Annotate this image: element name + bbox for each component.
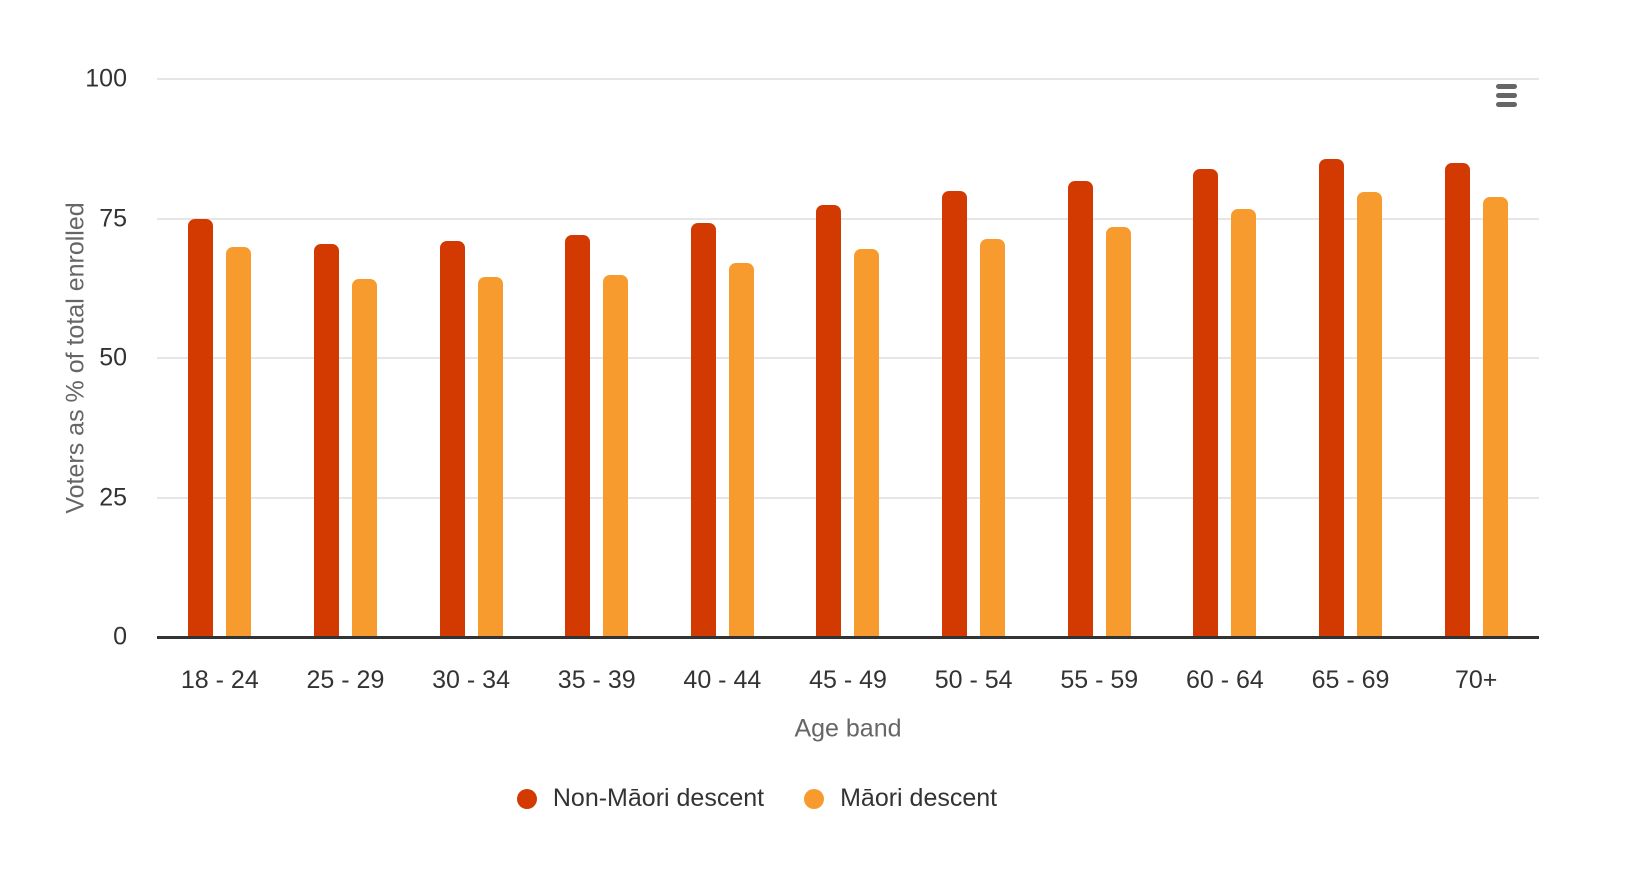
bar-maori-descent[interactable] bbox=[980, 239, 1006, 637]
bar-maori-descent[interactable] bbox=[1105, 226, 1131, 637]
legend-marker-circle-icon bbox=[804, 788, 825, 809]
bar-group bbox=[157, 79, 283, 637]
bar-group bbox=[785, 79, 911, 637]
bar-non-maori-descent[interactable] bbox=[816, 204, 842, 637]
bar-group bbox=[660, 79, 786, 637]
x-axis-tick-label: 60 - 64 bbox=[1185, 666, 1264, 694]
bar-maori-descent[interactable] bbox=[603, 274, 629, 637]
x-axis-tick-label: 18 - 24 bbox=[180, 666, 259, 694]
x-axis-tick-label: 50 - 54 bbox=[934, 666, 1013, 694]
gridline bbox=[157, 496, 1539, 499]
legend-item-label: Māori descent bbox=[840, 784, 998, 812]
plot-area bbox=[157, 78, 1539, 639]
hamburger-menu-icon[interactable] bbox=[1496, 84, 1517, 107]
legend-item[interactable]: Non-Māori descent bbox=[516, 784, 765, 813]
hamburger-bar bbox=[1496, 84, 1517, 89]
y-axis-tick-label: 100 bbox=[85, 64, 127, 93]
y-axis-tick-label: 25 bbox=[99, 483, 127, 511]
hamburger-bar bbox=[1496, 102, 1517, 107]
x-axis-tick-label: 25 - 29 bbox=[306, 666, 385, 694]
x-axis: 18 - 24 25 - 29 30 - 34 35 - 39 40 - 44 45 - … bbox=[157, 668, 1539, 698]
bar-maori-descent[interactable] bbox=[1231, 209, 1257, 637]
bars-layer bbox=[157, 79, 1539, 637]
y-axis-tick-label: 0 bbox=[113, 622, 127, 651]
bar-maori-descent[interactable] bbox=[226, 246, 252, 637]
bar-group bbox=[1036, 79, 1162, 637]
bar-non-maori-descent[interactable] bbox=[942, 191, 968, 637]
bar-group bbox=[534, 79, 660, 637]
grid-layer bbox=[157, 78, 1539, 637]
bar-maori-descent[interactable] bbox=[1357, 192, 1383, 637]
bar-non-maori-descent[interactable] bbox=[1444, 163, 1470, 637]
bar-non-maori-descent[interactable] bbox=[565, 234, 591, 637]
bar-non-maori-descent[interactable] bbox=[1067, 181, 1093, 637]
bar-non-maori-descent[interactable] bbox=[313, 244, 339, 637]
x-axis-tick-label: 55 - 59 bbox=[1060, 666, 1139, 694]
bar-non-maori-descent[interactable] bbox=[690, 222, 716, 637]
gridline bbox=[157, 357, 1539, 359]
y-axis-tick-label: 50 bbox=[99, 343, 127, 372]
legend-item[interactable]: Māori descent bbox=[804, 784, 997, 813]
x-axis-title: Age band bbox=[794, 714, 902, 743]
legend-item-label: Non-Māori descent bbox=[552, 784, 765, 812]
x-axis-tick-label: 65 - 69 bbox=[1311, 666, 1390, 694]
bar-group bbox=[1413, 79, 1539, 637]
gridline bbox=[157, 217, 1539, 220]
bar-maori-descent[interactable] bbox=[1482, 197, 1508, 637]
bar-non-maori-descent[interactable] bbox=[439, 241, 465, 637]
bar-non-maori-descent[interactable] bbox=[188, 219, 214, 637]
x-axis-tick-label: 70+ bbox=[1454, 666, 1498, 694]
x-axis-tick-label: 35 - 39 bbox=[557, 666, 636, 694]
bar-group bbox=[408, 79, 534, 637]
gridline bbox=[157, 78, 1539, 80]
legend: Non-Māori descent Māori descent bbox=[0, 784, 1514, 813]
x-axis-tick-label: 40 - 44 bbox=[683, 666, 762, 694]
y-axis: 0 25 50 75 100 bbox=[0, 66, 127, 649]
bar-group bbox=[283, 79, 409, 637]
y-axis-tick-label: 75 bbox=[99, 204, 127, 232]
bar-maori-descent[interactable] bbox=[728, 263, 754, 637]
bar-group bbox=[911, 79, 1037, 637]
bar-maori-descent[interactable] bbox=[477, 276, 503, 637]
legend-marker-circle-icon bbox=[516, 788, 537, 809]
bar-non-maori-descent[interactable] bbox=[1319, 158, 1345, 637]
hamburger-bar bbox=[1496, 93, 1517, 98]
x-axis-tick-label: 45 - 49 bbox=[809, 666, 887, 694]
bar-group bbox=[1162, 79, 1288, 637]
x-axis-tick-label: 30 - 34 bbox=[432, 666, 510, 694]
x-axis-line bbox=[157, 636, 1539, 639]
bar-maori-descent[interactable] bbox=[351, 278, 377, 637]
bar-group bbox=[1288, 79, 1414, 637]
bar-non-maori-descent[interactable] bbox=[1193, 169, 1219, 637]
bar-maori-descent[interactable] bbox=[854, 249, 880, 637]
